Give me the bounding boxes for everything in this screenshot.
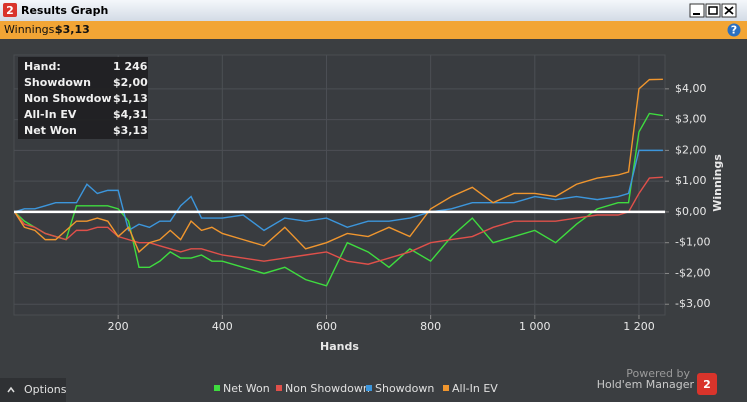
x-tick-label: 1 200 <box>623 320 655 333</box>
y-tick-label: -$1,00 <box>675 236 710 249</box>
info-label: Non Showdow <box>24 92 112 105</box>
info-label: All-In EV <box>24 108 77 121</box>
info-label: Hand: <box>24 60 61 73</box>
series-line <box>14 149 663 232</box>
info-box <box>18 57 148 139</box>
y-tick-label: $2,00 <box>675 143 707 156</box>
winnings-label: Winnings: <box>4 23 58 36</box>
info-value: $1,13 <box>113 92 148 105</box>
legend-swatch <box>214 385 220 391</box>
brand-name: Hold'em Manager <box>597 378 695 391</box>
info-value: 1 246 <box>113 60 148 73</box>
winnings-value: $3,13 <box>55 23 90 36</box>
y-tick-label: $1,00 <box>675 174 707 187</box>
y-tick-label: -$2,00 <box>675 266 710 279</box>
powered-by: Powered by <box>626 367 690 380</box>
x-tick-label: 400 <box>212 320 233 333</box>
y-tick-label: $0,00 <box>675 205 707 218</box>
help-glyph: ? <box>731 24 737 37</box>
help-button[interactable] <box>727 23 741 37</box>
x-axis-title: Hands <box>320 340 359 353</box>
legend-label: Non Showdown <box>285 382 370 395</box>
y-axis-title: Winnings <box>711 154 724 212</box>
winnings-bar <box>0 21 747 39</box>
x-tick-label: 600 <box>316 320 337 333</box>
options-label: Options <box>24 383 67 396</box>
series-line <box>13 78 663 254</box>
options-caret <box>7 386 15 393</box>
app-icon-glyph: 2 <box>6 4 14 17</box>
x-tick-label: 1 000 <box>519 320 551 333</box>
y-tick-label: $3,00 <box>675 113 707 126</box>
legend-swatch <box>276 385 282 391</box>
legend-label: Net Won <box>223 382 270 395</box>
minimize-button[interactable] <box>689 3 705 18</box>
brand-logo-glyph: 2 <box>703 378 711 391</box>
legend-swatch <box>443 385 449 391</box>
title-bar <box>0 0 747 21</box>
window-title: Results Graph <box>21 4 108 17</box>
legend-swatch <box>366 385 372 391</box>
window-buttons[interactable] <box>689 3 737 18</box>
maximize-glyph <box>708 6 718 15</box>
maximize-button[interactable] <box>705 3 721 18</box>
y-tick-label: $4,00 <box>675 82 707 95</box>
series-line <box>14 112 664 287</box>
legend-label: All-In EV <box>452 382 498 395</box>
legend-label: Showdown <box>375 382 434 395</box>
options-button[interactable] <box>0 378 66 402</box>
info-label: Net Won <box>24 124 77 137</box>
info-value: $3,13 <box>113 124 148 137</box>
close-glyph <box>724 6 734 15</box>
x-tick-label: 200 <box>108 320 129 333</box>
y-tick-label: -$3,00 <box>675 297 710 310</box>
info-label: Showdown <box>24 76 91 89</box>
info-value: $2,00 <box>113 76 148 89</box>
app-icon <box>3 3 17 17</box>
series-line <box>13 176 663 265</box>
x-tick-label: 800 <box>420 320 441 333</box>
info-value: $4,31 <box>113 108 148 121</box>
brand-logo <box>697 373 717 395</box>
